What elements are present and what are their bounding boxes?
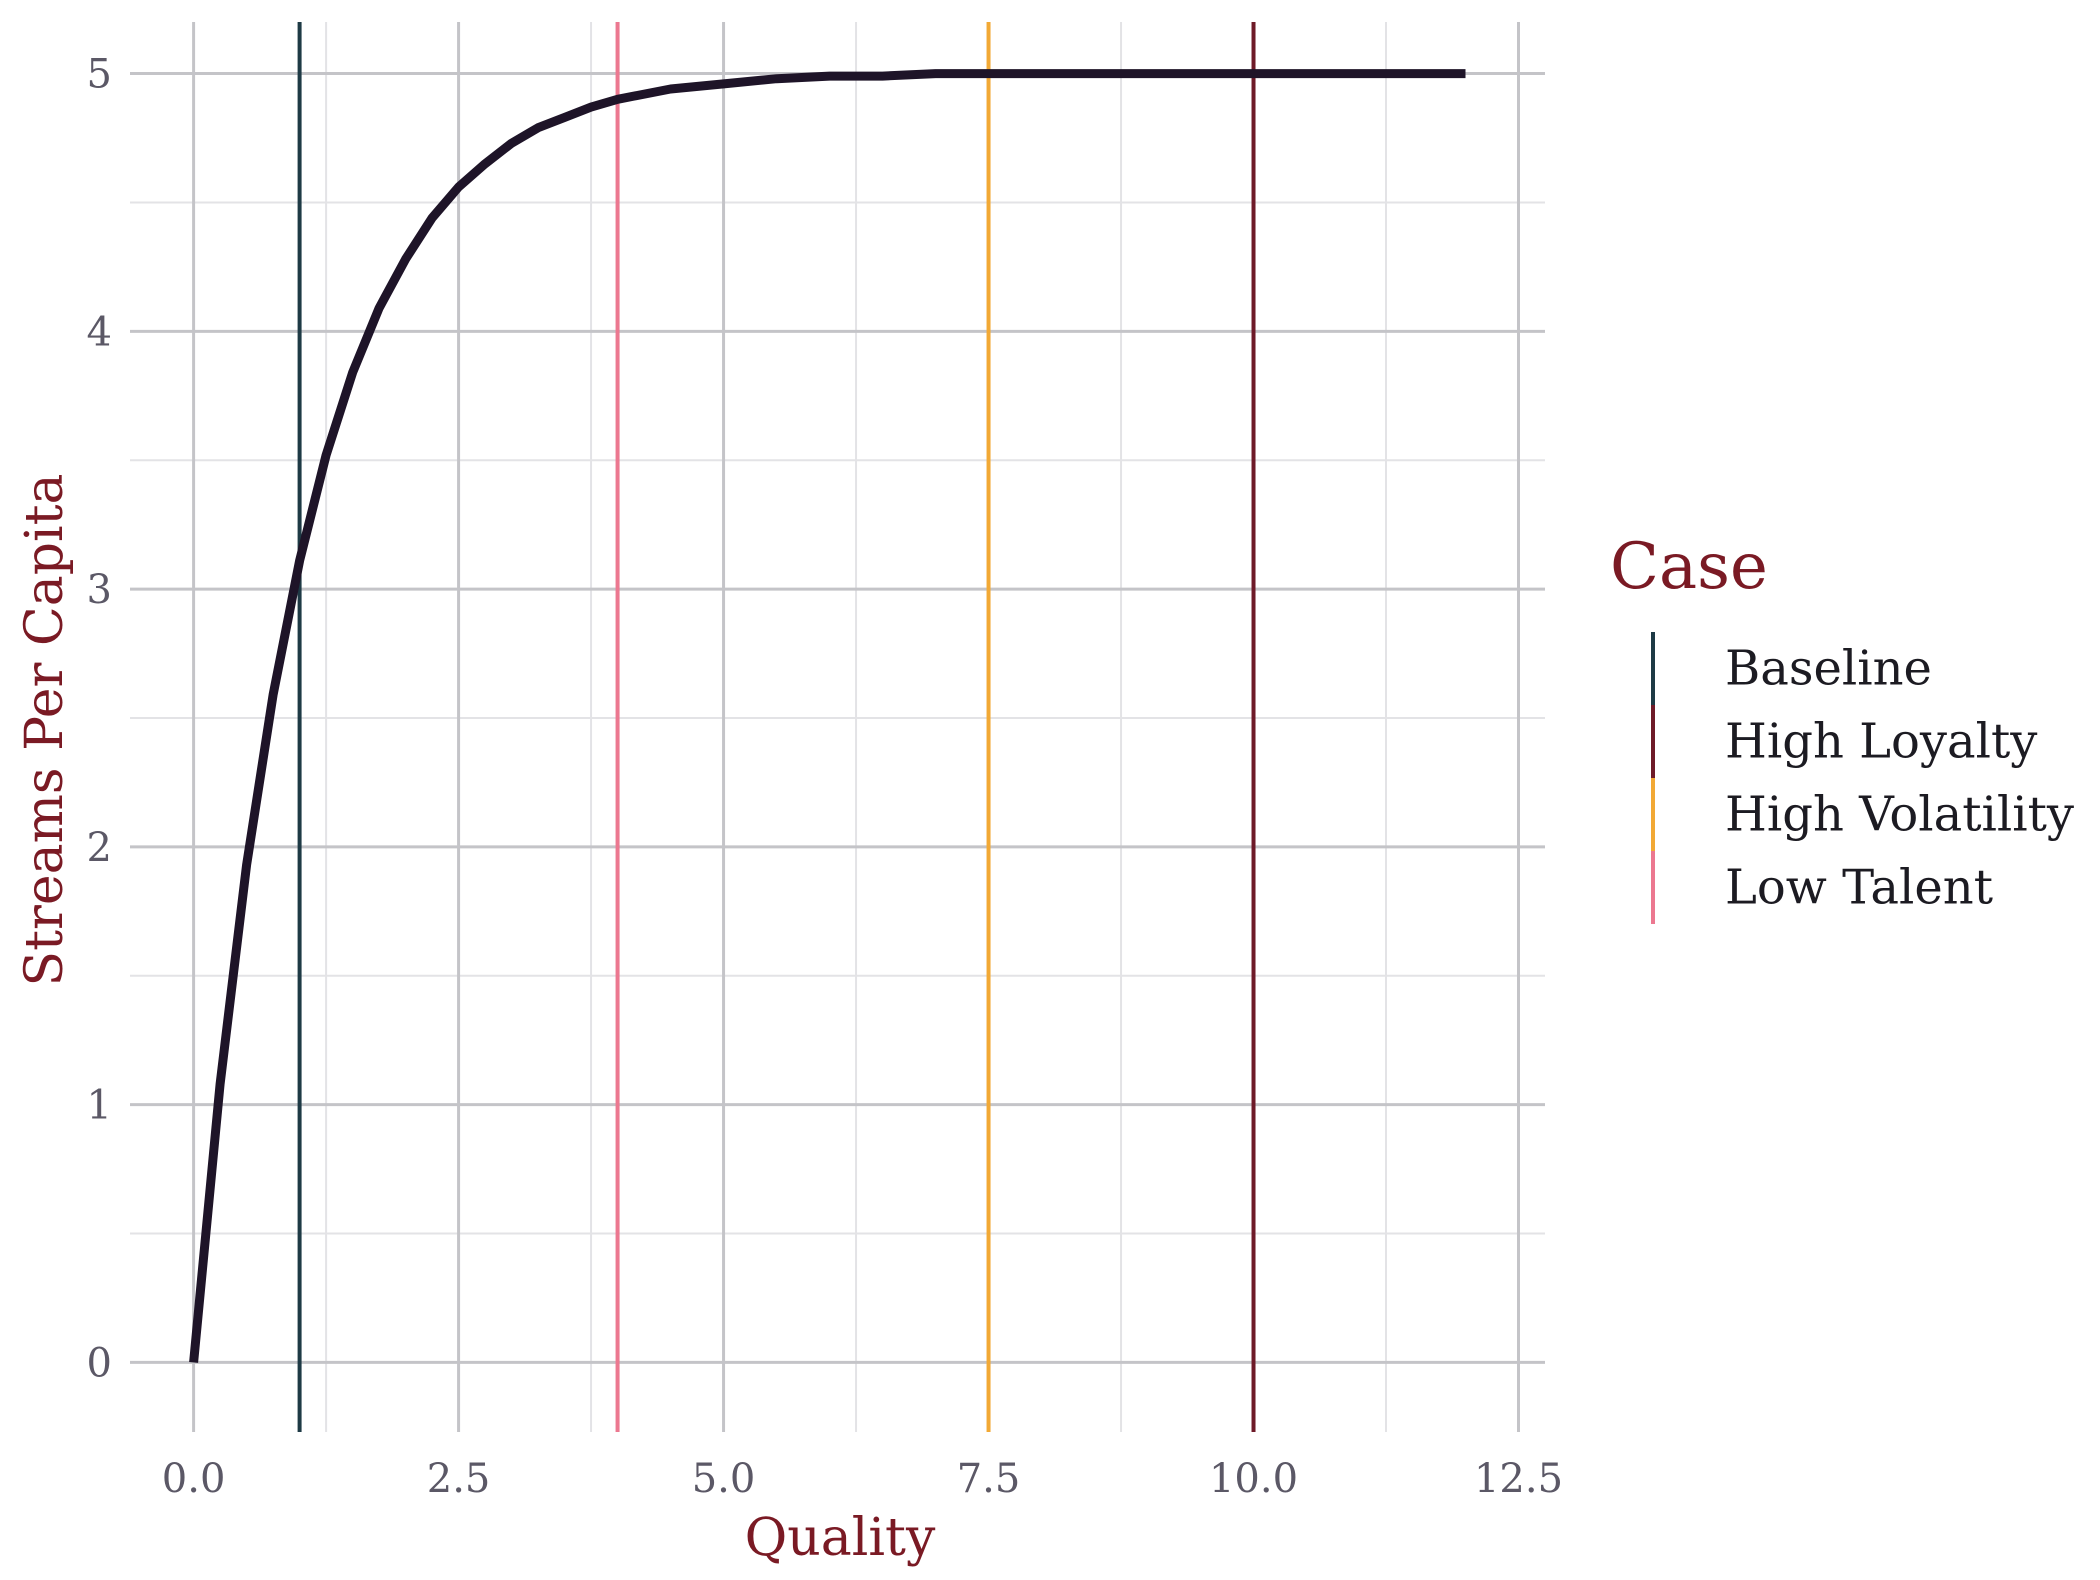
legend-item-high-volatility: High Volatility: [1651, 778, 2074, 851]
x-tick-label: 5.0: [692, 1456, 756, 1502]
x-axis-title: Quality: [745, 1508, 936, 1568]
x-tick-label: 10.0: [1209, 1456, 1298, 1502]
legend-item-low-talent: Low Talent: [1651, 851, 1993, 924]
y-tick-label: 3: [87, 567, 112, 613]
x-axis-ticks: 0.0 2.5 5.0 7.5 10.0 12.5: [162, 1456, 1563, 1502]
legend: Case Baseline High Loyalty High Volatility…: [1610, 530, 2074, 924]
legend-label: Baseline: [1725, 641, 1932, 697]
legend-item-baseline: Baseline: [1651, 632, 1932, 705]
y-axis-title: Streams Per Capita: [15, 473, 75, 986]
y-tick-label: 5: [87, 52, 112, 98]
legend-items: Baseline High Loyalty High Volatility Low T…: [1651, 632, 2074, 924]
legend-item-high-loyalty: High Loyalty: [1651, 705, 2037, 778]
y-tick-label: 1: [87, 1083, 112, 1129]
x-tick-label: 12.5: [1474, 1456, 1563, 1502]
series-line-1: [189, 69, 1466, 1363]
y-tick-label: 2: [87, 825, 112, 871]
y-tick-label: 4: [87, 309, 112, 355]
minor-gridlines: [130, 22, 1545, 1432]
x-tick-label: 7.5: [957, 1456, 1021, 1502]
series-layer: [189, 69, 1466, 1363]
legend-label: High Loyalty: [1725, 714, 2037, 770]
y-axis-ticks: 0 1 2 3 4 5: [87, 52, 112, 1387]
legend-label: Low Talent: [1725, 860, 1993, 916]
case-vertical-lines: [297, 22, 1256, 1432]
major-gridlines: [130, 22, 1545, 1432]
y-tick-label: 0: [87, 1340, 112, 1386]
x-tick-label: 2.5: [427, 1456, 491, 1502]
x-tick-label: 0.0: [162, 1456, 226, 1502]
legend-title: Case: [1610, 530, 1768, 604]
legend-label: High Volatility: [1725, 787, 2074, 843]
